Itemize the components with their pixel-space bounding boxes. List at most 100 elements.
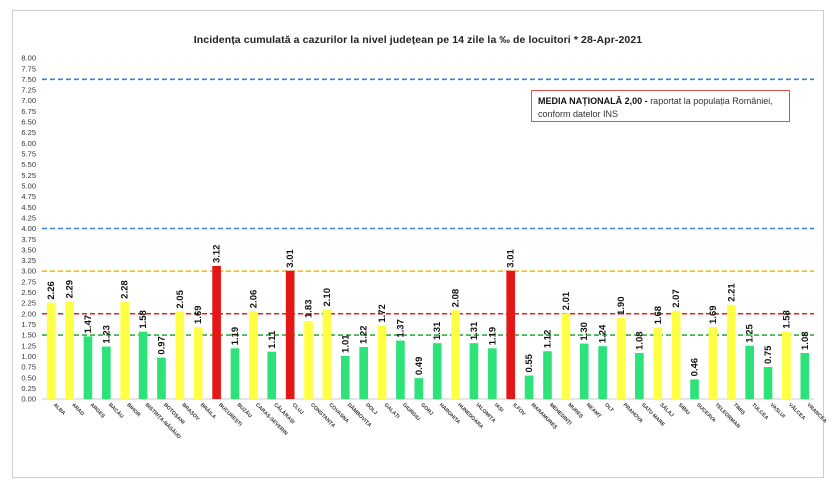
bar-value-label: 1.37 bbox=[395, 319, 406, 338]
y-tick-label: 5.25 bbox=[21, 171, 36, 180]
bar-value-label: 1.19 bbox=[230, 327, 241, 346]
bar bbox=[690, 379, 699, 399]
y-tick-label: 6.00 bbox=[21, 139, 36, 148]
bar-value-label: 1.08 bbox=[634, 331, 645, 350]
y-tick-label: 4.50 bbox=[21, 203, 36, 212]
category-label: ALBA bbox=[52, 402, 67, 417]
y-tick-label: 7.25 bbox=[21, 86, 36, 95]
bar-value-label: 3.01 bbox=[506, 248, 517, 267]
category-label: GIURGIU bbox=[401, 402, 421, 422]
bar-value-label: 1.47 bbox=[83, 315, 94, 334]
bar bbox=[193, 326, 203, 399]
bar-value-label: 2.26 bbox=[46, 281, 57, 300]
bar-value-label: 0.75 bbox=[763, 345, 774, 364]
y-tick-label: 4.00 bbox=[21, 224, 36, 233]
y-tick-label: 3.75 bbox=[21, 235, 36, 244]
bar-value-label: 1.58 bbox=[138, 310, 149, 329]
bar bbox=[285, 270, 295, 399]
category-label: MUREȘ bbox=[566, 402, 584, 420]
bar-value-label: 2.06 bbox=[248, 290, 259, 309]
bar bbox=[488, 348, 497, 399]
bar-value-label: 1.08 bbox=[800, 331, 811, 350]
bar bbox=[524, 375, 534, 399]
bar bbox=[414, 378, 424, 399]
y-tick-label: 5.75 bbox=[21, 150, 36, 159]
bar bbox=[635, 352, 644, 399]
category-label: BUZĂU bbox=[236, 401, 254, 419]
bar bbox=[102, 346, 111, 399]
y-tick-label: 5.00 bbox=[21, 181, 36, 190]
category-label: DOLJ bbox=[364, 402, 378, 416]
bar-value-label: 1.22 bbox=[359, 325, 370, 344]
category-label: SĂLAJ bbox=[658, 401, 675, 418]
bar-value-label: 1.90 bbox=[616, 297, 627, 316]
y-tick-label: 1.50 bbox=[21, 331, 36, 340]
bar bbox=[249, 311, 258, 399]
category-label: CLUJ bbox=[291, 402, 305, 416]
bar-value-label: 2.07 bbox=[671, 289, 682, 308]
bar bbox=[800, 352, 810, 399]
y-tick-label: 4.75 bbox=[21, 192, 36, 201]
category-label: VÂLCEA bbox=[787, 401, 807, 421]
bar bbox=[65, 301, 74, 399]
y-tick-label: 1.00 bbox=[21, 352, 36, 361]
y-axis: 0.000.250.500.751.001.251.501.752.002.25… bbox=[21, 54, 814, 404]
category-label: NEAMȚ bbox=[585, 402, 603, 420]
x-axis: ALBA ARAD ARGEȘ BACĂU BIHOR BISTRIȚA-NĂSĂUDBO… bbox=[52, 401, 828, 440]
bar bbox=[708, 326, 718, 399]
bar-value-label: 1.69 bbox=[708, 305, 719, 324]
category-label: VRANCEA bbox=[805, 402, 828, 425]
category-label: BIHOR bbox=[125, 402, 141, 418]
bar-value-label: 1.19 bbox=[487, 327, 498, 346]
bar bbox=[212, 266, 221, 399]
bar bbox=[543, 351, 552, 399]
y-tick-label: 1.75 bbox=[21, 320, 36, 329]
category-label: SIBIU bbox=[677, 402, 691, 416]
y-tick-label: 4.25 bbox=[21, 213, 36, 222]
bar-value-label: 3.01 bbox=[285, 248, 296, 267]
category-label: IAȘI bbox=[493, 402, 505, 414]
y-tick-label: 0.75 bbox=[21, 363, 36, 372]
national-average-note: MEDIA NAȚIONALĂ 2,00 - raportat la popul… bbox=[531, 90, 790, 122]
bar bbox=[267, 351, 277, 399]
bar bbox=[579, 343, 589, 399]
bar-value-label: 1.24 bbox=[598, 324, 609, 343]
bar-value-label: 2.10 bbox=[322, 288, 333, 307]
threshold-lines bbox=[42, 78, 814, 336]
bar bbox=[432, 343, 442, 399]
bar-value-label: 1.25 bbox=[745, 324, 756, 343]
national-average-label: MEDIA NAȚIONALĂ 2,00 - bbox=[538, 96, 648, 106]
bar bbox=[598, 346, 607, 399]
bar-value-label: 1.69 bbox=[193, 305, 204, 324]
category-label: ARAD bbox=[70, 402, 85, 417]
bar bbox=[46, 302, 56, 399]
bar bbox=[726, 304, 736, 399]
bar-value-label: 0.97 bbox=[156, 336, 167, 355]
bar bbox=[469, 343, 479, 399]
bar bbox=[340, 355, 350, 399]
y-tick-label: 6.25 bbox=[21, 128, 36, 137]
y-tick-label: 1.25 bbox=[21, 341, 36, 350]
y-tick-label: 7.50 bbox=[21, 75, 36, 84]
y-tick-label: 6.50 bbox=[21, 118, 36, 127]
bar bbox=[377, 325, 387, 399]
bar bbox=[671, 310, 681, 399]
bar bbox=[653, 327, 663, 399]
bar bbox=[359, 346, 368, 399]
bar bbox=[782, 331, 791, 399]
bar-value-label: 1.23 bbox=[101, 325, 112, 344]
y-tick-label: 2.00 bbox=[21, 309, 36, 318]
category-label: ILFOV bbox=[511, 402, 526, 417]
category-label: VASLUI bbox=[769, 402, 787, 420]
bar-value-label: 1.12 bbox=[542, 330, 553, 349]
bar-value-label: 0.55 bbox=[524, 353, 535, 372]
bar bbox=[120, 301, 130, 399]
bar bbox=[396, 340, 405, 399]
y-tick-label: 3.25 bbox=[21, 256, 36, 265]
category-label: BRĂILA bbox=[199, 401, 218, 420]
bar bbox=[138, 331, 148, 399]
bar-value-label: 2.08 bbox=[451, 289, 462, 308]
bar-value-label: 2.28 bbox=[120, 280, 131, 299]
chart-frame bbox=[12, 10, 824, 478]
